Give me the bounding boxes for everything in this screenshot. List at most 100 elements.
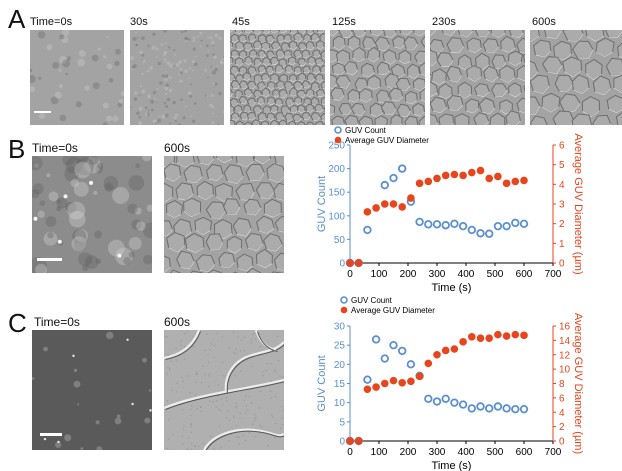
point-guv-count — [380, 180, 389, 190]
x-tick-label: 100 — [371, 447, 388, 458]
y2-tick-label: 12 — [559, 350, 571, 361]
point-guv-diameter — [520, 176, 528, 185]
panel-letter-b: B — [8, 134, 26, 164]
point-guv-diameter — [511, 177, 520, 186]
point-guv-count — [458, 221, 468, 231]
point-guv-count — [493, 221, 503, 231]
y-tick-label: 100 — [328, 211, 345, 222]
point-guv-count — [458, 400, 468, 409]
point-guv-count — [476, 402, 485, 411]
point-guv-count — [432, 220, 442, 229]
y2-tick-label: 10 — [559, 365, 571, 376]
micrograph-b-0s — [32, 156, 152, 273]
point-guv-diameter — [433, 174, 441, 183]
y2-tick-label: 2 — [559, 219, 565, 230]
point-guv-count — [424, 394, 433, 404]
point-guv-count — [424, 220, 433, 229]
point-guv-diameter — [450, 170, 459, 179]
y2-tick-label: 5 — [559, 160, 565, 171]
panel-letter-a: A — [8, 4, 26, 34]
point-guv-diameter — [415, 179, 424, 188]
micrograph-a-45s — [230, 30, 325, 125]
point-guv-count — [406, 360, 416, 369]
point-guv-count — [476, 229, 485, 238]
point-guv-count — [484, 404, 494, 413]
point-guv-count — [363, 375, 372, 384]
point-guv-diameter — [520, 331, 528, 340]
point-guv-count — [397, 164, 407, 173]
point-guv-diameter — [381, 200, 389, 208]
point-guv-diameter — [468, 332, 476, 341]
frame-c2-label: 600s — [164, 315, 191, 329]
y-tick-label: 30 — [334, 322, 346, 333]
point-guv-diameter — [433, 350, 441, 359]
point-guv-diameter — [424, 359, 433, 368]
point-guv-count — [484, 229, 494, 238]
x-tick-label: 0 — [347, 447, 353, 458]
frame-a4-label: 125s — [332, 16, 356, 28]
scale-bar-b — [37, 258, 62, 261]
point-guv-diameter — [502, 332, 511, 340]
y-tick-label: 10 — [334, 398, 346, 409]
legend-label-count: GUV Count — [345, 126, 387, 135]
point-guv-diameter — [502, 179, 511, 188]
y-axis-title: GUV Count — [316, 176, 328, 232]
x-tick-label: 0 — [347, 269, 353, 280]
point-guv-diameter — [459, 171, 467, 180]
y2-tick-label: 4 — [559, 408, 565, 419]
legend-label-diameter: Average GUV Diameter — [351, 306, 435, 315]
frame-b1-label: Time=0s — [32, 141, 78, 155]
point-guv-diameter — [476, 334, 485, 343]
point-guv-count — [519, 404, 529, 414]
point-guv-diameter — [511, 330, 520, 339]
y-tick-label: 0 — [339, 437, 345, 448]
y2-tick-label: 0 — [559, 259, 565, 270]
point-guv-diameter — [485, 334, 493, 343]
point-guv-count — [519, 219, 529, 229]
legend-marker-count — [334, 126, 342, 134]
point-guv-diameter — [381, 379, 389, 388]
point-guv-count — [502, 221, 511, 231]
point-guv-diameter — [494, 330, 502, 339]
point-guv-count — [389, 173, 398, 183]
y2-tick-label: 14 — [559, 336, 571, 347]
x-tick-label: 700 — [545, 269, 562, 280]
point-guv-diameter — [389, 200, 398, 208]
point-guv-count — [502, 404, 511, 413]
point-guv-diameter — [415, 372, 424, 381]
chart-c-guv: 0 100 200 300 400 500 600 700051015202530024681… — [316, 296, 584, 471]
point-guv-count — [467, 404, 476, 413]
point-guv-diameter — [494, 172, 502, 181]
point-guv-count — [493, 402, 503, 411]
y2-tick-label: 16 — [559, 322, 571, 333]
point-guv-diameter — [354, 259, 363, 267]
point-guv-count — [441, 394, 450, 404]
legend-label-diameter: Average GUV Diameter — [345, 136, 429, 145]
point-guv-diameter — [476, 166, 485, 175]
point-guv-diameter — [372, 204, 380, 212]
legend-label-count: GUV Count — [351, 296, 393, 305]
x-tick-label: 400 — [458, 447, 475, 458]
y2-tick-label: 6 — [559, 141, 565, 152]
frame-b2-label: 600s — [164, 141, 191, 155]
point-guv-diameter — [389, 376, 398, 385]
micrograph-b-600s — [164, 156, 284, 273]
frame-a6-label: 600s — [532, 16, 556, 28]
legend-marker-count — [340, 296, 348, 304]
x-tick-label: 200 — [400, 269, 417, 280]
point-guv-count — [450, 219, 459, 229]
point-guv-diameter — [459, 338, 467, 346]
point-guv-diameter — [424, 177, 433, 186]
y-tick-label: 15 — [334, 379, 346, 390]
point-guv-diameter — [407, 377, 415, 386]
point-guv-count — [380, 354, 389, 363]
y-tick-label: 0 — [339, 259, 345, 270]
x-axis-title: Time (s) — [432, 282, 472, 294]
x-tick-label: 600 — [516, 269, 533, 280]
y2-tick-label: 1 — [559, 239, 565, 250]
x-tick-label: 200 — [400, 447, 417, 458]
y-tick-label: 20 — [334, 360, 346, 371]
point-guv-diameter — [346, 259, 354, 267]
point-guv-diameter — [363, 208, 372, 216]
y2-tick-label: 6 — [559, 393, 565, 404]
